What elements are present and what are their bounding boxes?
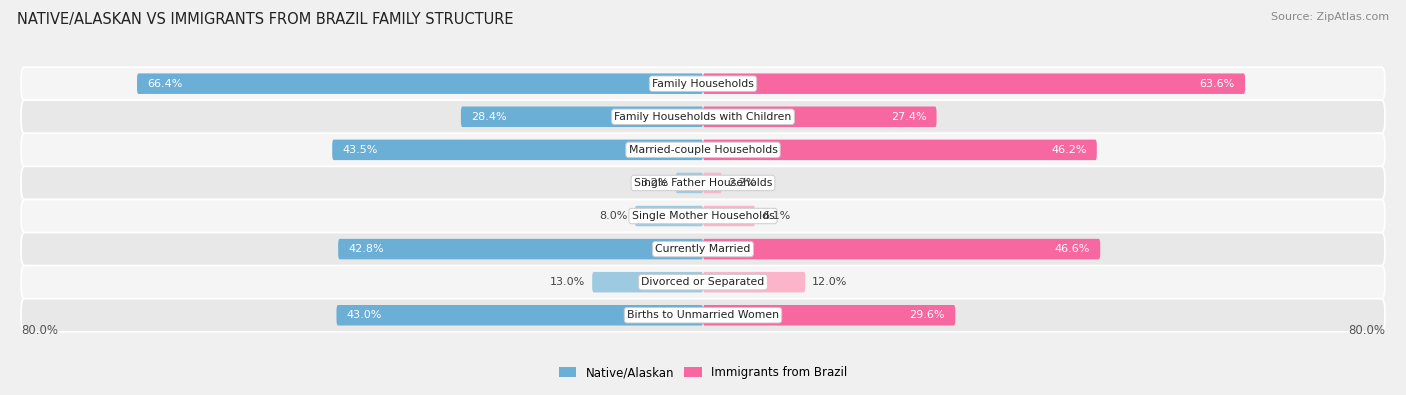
- FancyBboxPatch shape: [21, 265, 1385, 299]
- Text: 12.0%: 12.0%: [813, 277, 848, 287]
- Text: Married-couple Households: Married-couple Households: [628, 145, 778, 155]
- Text: 3.2%: 3.2%: [641, 178, 669, 188]
- FancyBboxPatch shape: [21, 233, 1385, 265]
- Text: 2.2%: 2.2%: [728, 178, 756, 188]
- Text: Family Households with Children: Family Households with Children: [614, 112, 792, 122]
- FancyBboxPatch shape: [336, 305, 703, 325]
- Text: Source: ZipAtlas.com: Source: ZipAtlas.com: [1271, 12, 1389, 22]
- Text: 46.6%: 46.6%: [1054, 244, 1090, 254]
- Text: 63.6%: 63.6%: [1199, 79, 1234, 89]
- Text: 80.0%: 80.0%: [1348, 324, 1385, 337]
- Text: Family Households: Family Households: [652, 79, 754, 89]
- FancyBboxPatch shape: [703, 139, 1097, 160]
- FancyBboxPatch shape: [332, 139, 703, 160]
- Text: Currently Married: Currently Married: [655, 244, 751, 254]
- Text: NATIVE/ALASKAN VS IMMIGRANTS FROM BRAZIL FAMILY STRUCTURE: NATIVE/ALASKAN VS IMMIGRANTS FROM BRAZIL…: [17, 12, 513, 27]
- FancyBboxPatch shape: [703, 73, 1246, 94]
- FancyBboxPatch shape: [676, 173, 703, 193]
- FancyBboxPatch shape: [703, 239, 1101, 260]
- Text: 66.4%: 66.4%: [148, 79, 183, 89]
- Text: 27.4%: 27.4%: [890, 112, 927, 122]
- FancyBboxPatch shape: [703, 206, 755, 226]
- FancyBboxPatch shape: [703, 107, 936, 127]
- Text: 42.8%: 42.8%: [349, 244, 384, 254]
- Text: 6.1%: 6.1%: [762, 211, 790, 221]
- Text: Births to Unmarried Women: Births to Unmarried Women: [627, 310, 779, 320]
- FancyBboxPatch shape: [21, 299, 1385, 332]
- Text: 28.4%: 28.4%: [471, 112, 506, 122]
- FancyBboxPatch shape: [703, 272, 806, 292]
- Text: 8.0%: 8.0%: [599, 211, 628, 221]
- FancyBboxPatch shape: [21, 199, 1385, 233]
- FancyBboxPatch shape: [21, 100, 1385, 134]
- Text: Single Mother Households: Single Mother Households: [631, 211, 775, 221]
- FancyBboxPatch shape: [636, 206, 703, 226]
- FancyBboxPatch shape: [21, 134, 1385, 166]
- FancyBboxPatch shape: [703, 305, 955, 325]
- FancyBboxPatch shape: [136, 73, 703, 94]
- FancyBboxPatch shape: [21, 166, 1385, 199]
- Text: 13.0%: 13.0%: [550, 277, 585, 287]
- FancyBboxPatch shape: [703, 173, 721, 193]
- FancyBboxPatch shape: [461, 107, 703, 127]
- Text: 46.2%: 46.2%: [1052, 145, 1087, 155]
- Legend: Native/Alaskan, Immigrants from Brazil: Native/Alaskan, Immigrants from Brazil: [554, 362, 852, 384]
- Text: 43.5%: 43.5%: [343, 145, 378, 155]
- FancyBboxPatch shape: [339, 239, 703, 260]
- Text: 80.0%: 80.0%: [21, 324, 58, 337]
- FancyBboxPatch shape: [21, 67, 1385, 100]
- Text: Divorced or Separated: Divorced or Separated: [641, 277, 765, 287]
- FancyBboxPatch shape: [592, 272, 703, 292]
- Text: 29.6%: 29.6%: [910, 310, 945, 320]
- Text: Single Father Households: Single Father Households: [634, 178, 772, 188]
- Text: 43.0%: 43.0%: [347, 310, 382, 320]
